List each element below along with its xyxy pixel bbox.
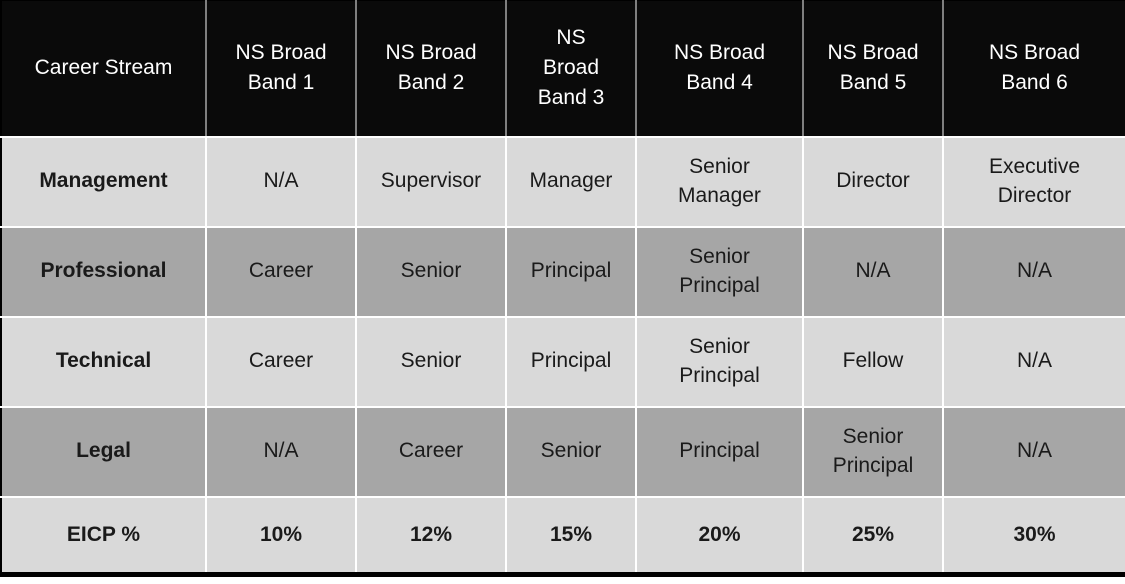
cell: Principal <box>505 315 636 407</box>
cell: N/A <box>205 405 356 497</box>
cell: Career <box>205 315 356 407</box>
cell: Senior Principal <box>635 315 803 407</box>
cell: Supervisor <box>355 135 506 227</box>
table-row: Professional Career Senior Principal Senior … <box>1 225 1125 317</box>
cell: 20% <box>635 495 803 575</box>
table-row: Technical Career Senior Principal Senior Pri… <box>1 315 1125 407</box>
cell: Senior <box>355 225 506 317</box>
cell: Senior Principal <box>635 225 803 317</box>
table-header-row: Career Stream NS Broad Band 1 NS Broad Ban… <box>1 0 1125 138</box>
cell: N/A <box>942 225 1125 317</box>
cell: Senior <box>505 405 636 497</box>
column-header-band-3: NS Broad Band 3 <box>505 0 636 138</box>
row-label: Technical <box>1 315 206 407</box>
cell: Director <box>802 135 943 227</box>
header-row: Career Stream NS Broad Band 1 NS Broad Ban… <box>1 0 1125 138</box>
cell: Career <box>355 405 506 497</box>
cell: Senior Principal <box>802 405 943 497</box>
row-label: Legal <box>1 405 206 497</box>
cell: Career <box>205 225 356 317</box>
column-header-band-6: NS Broad Band 6 <box>942 0 1125 138</box>
cell: 12% <box>355 495 506 575</box>
cell: N/A <box>205 135 356 227</box>
cell: 30% <box>942 495 1125 575</box>
column-header-band-4: NS Broad Band 4 <box>635 0 803 138</box>
cell: Principal <box>635 405 803 497</box>
cell: N/A <box>942 405 1125 497</box>
column-header-band-5: NS Broad Band 5 <box>802 0 943 138</box>
table-row: Management N/A Supervisor Manager Senior Man… <box>1 135 1125 227</box>
cell: Fellow <box>802 315 943 407</box>
column-header-band-1: NS Broad Band 1 <box>205 0 356 138</box>
table-body: Management N/A Supervisor Manager Senior Man… <box>1 135 1125 575</box>
cell: Senior <box>355 315 506 407</box>
cell: Principal <box>505 225 636 317</box>
cell: Senior Manager <box>635 135 803 227</box>
cell: N/A <box>802 225 943 317</box>
cell: 10% <box>205 495 356 575</box>
cell: Manager <box>505 135 636 227</box>
column-header-band-2: NS Broad Band 2 <box>355 0 506 138</box>
row-label: EICP % <box>1 495 206 575</box>
row-label: Professional <box>1 225 206 317</box>
row-label: Management <box>1 135 206 227</box>
table-row: EICP % 10% 12% 15% 20% 25% 30% <box>1 495 1125 575</box>
cell: Executive Director <box>942 135 1125 227</box>
cell: 15% <box>505 495 636 575</box>
cell: N/A <box>942 315 1125 407</box>
cell: 25% <box>802 495 943 575</box>
table-row: Legal N/A Career Senior Principal Senior Prin… <box>1 405 1125 497</box>
column-header-career-stream: Career Stream <box>1 0 206 138</box>
